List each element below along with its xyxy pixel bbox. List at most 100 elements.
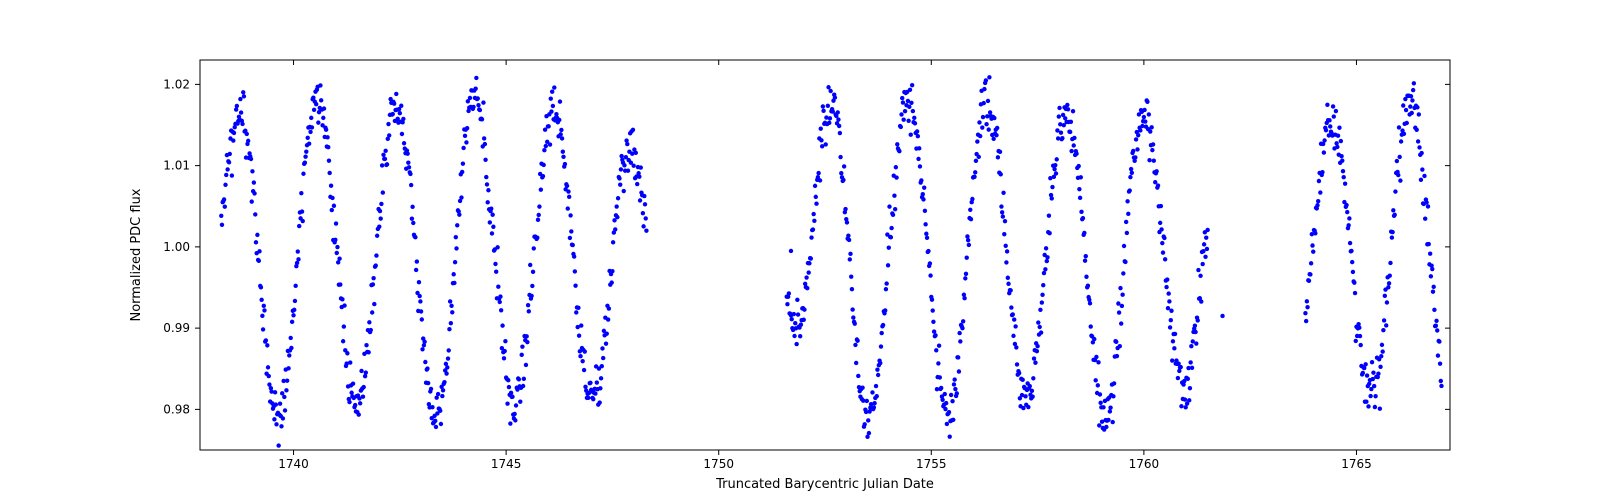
data-point bbox=[552, 85, 556, 89]
data-point bbox=[1322, 150, 1326, 154]
data-point bbox=[1410, 98, 1414, 102]
data-point bbox=[292, 308, 296, 312]
data-point bbox=[635, 182, 639, 186]
data-point bbox=[894, 165, 898, 169]
data-point bbox=[1009, 305, 1013, 309]
data-point bbox=[1040, 293, 1044, 297]
data-point bbox=[441, 388, 445, 392]
data-point bbox=[1026, 405, 1030, 409]
data-point bbox=[1112, 381, 1116, 385]
data-point bbox=[827, 121, 831, 125]
y-tick-label: 1.01 bbox=[163, 159, 190, 173]
data-point bbox=[387, 133, 391, 137]
data-point bbox=[293, 299, 297, 303]
data-point bbox=[1205, 228, 1209, 232]
data-point bbox=[304, 149, 308, 153]
data-point bbox=[1036, 320, 1040, 324]
data-point bbox=[301, 172, 305, 176]
data-point bbox=[517, 377, 521, 381]
data-point bbox=[1011, 334, 1015, 338]
data-point bbox=[851, 315, 855, 319]
data-point bbox=[600, 364, 604, 368]
data-point bbox=[411, 221, 415, 225]
data-point bbox=[936, 361, 940, 365]
data-point bbox=[342, 324, 346, 328]
data-point bbox=[1171, 339, 1175, 343]
data-point bbox=[622, 163, 626, 167]
data-point bbox=[1000, 210, 1004, 214]
data-point bbox=[615, 215, 619, 219]
data-point bbox=[301, 219, 305, 223]
data-point bbox=[1151, 142, 1155, 146]
data-point bbox=[1122, 244, 1126, 248]
data-point bbox=[364, 370, 368, 374]
data-point bbox=[273, 390, 277, 394]
data-point bbox=[324, 128, 328, 132]
data-point bbox=[1422, 174, 1426, 178]
data-point bbox=[228, 152, 232, 156]
data-point bbox=[887, 204, 891, 208]
data-point bbox=[1198, 274, 1202, 278]
data-point bbox=[548, 142, 552, 146]
data-point bbox=[417, 280, 421, 284]
data-point bbox=[1397, 125, 1401, 129]
data-point bbox=[1345, 210, 1349, 214]
data-point bbox=[970, 197, 974, 201]
data-point bbox=[906, 119, 910, 123]
data-point bbox=[948, 434, 952, 438]
data-point bbox=[839, 171, 843, 175]
data-point bbox=[447, 348, 451, 352]
data-point bbox=[928, 261, 932, 265]
data-point bbox=[639, 165, 643, 169]
data-point bbox=[262, 304, 266, 308]
data-point bbox=[618, 182, 622, 186]
data-point bbox=[426, 381, 430, 385]
data-point bbox=[316, 120, 320, 124]
lightcurve-chart: 174017451750175517601765 0.980.991.001.0… bbox=[0, 0, 1600, 500]
data-point bbox=[1066, 107, 1070, 111]
data-point bbox=[1119, 321, 1123, 325]
data-point bbox=[999, 172, 1003, 176]
data-point bbox=[998, 150, 1002, 154]
data-point bbox=[1150, 148, 1154, 152]
data-point bbox=[484, 175, 488, 179]
data-point bbox=[1325, 103, 1329, 107]
data-point bbox=[1199, 299, 1203, 303]
data-point bbox=[900, 96, 904, 100]
data-point bbox=[908, 88, 912, 92]
data-point bbox=[374, 253, 378, 257]
data-point bbox=[943, 407, 947, 411]
data-point bbox=[578, 354, 582, 358]
data-point bbox=[342, 303, 346, 307]
data-point bbox=[549, 96, 553, 100]
data-point bbox=[1390, 230, 1394, 234]
data-point bbox=[223, 183, 227, 187]
data-point bbox=[1399, 139, 1403, 143]
data-point bbox=[899, 112, 903, 116]
data-point bbox=[807, 261, 811, 265]
data-point bbox=[862, 422, 866, 426]
data-point bbox=[485, 182, 489, 186]
data-point bbox=[549, 109, 553, 113]
data-point bbox=[805, 286, 809, 290]
data-point bbox=[619, 167, 623, 171]
data-point bbox=[845, 220, 849, 224]
data-point bbox=[394, 92, 398, 96]
data-point bbox=[1409, 94, 1413, 98]
data-point bbox=[1346, 223, 1350, 227]
data-point bbox=[232, 131, 236, 135]
data-point bbox=[274, 402, 278, 406]
data-point bbox=[876, 373, 880, 377]
data-point bbox=[614, 204, 618, 208]
data-point bbox=[551, 104, 555, 108]
data-point bbox=[1101, 405, 1105, 409]
data-point bbox=[996, 155, 1000, 159]
data-point bbox=[1098, 392, 1102, 396]
data-point bbox=[895, 142, 899, 146]
data-point bbox=[406, 160, 410, 164]
data-point bbox=[1415, 105, 1419, 109]
data-point bbox=[1153, 180, 1157, 184]
data-point bbox=[309, 116, 313, 120]
data-point bbox=[957, 369, 961, 373]
data-point bbox=[494, 269, 498, 273]
